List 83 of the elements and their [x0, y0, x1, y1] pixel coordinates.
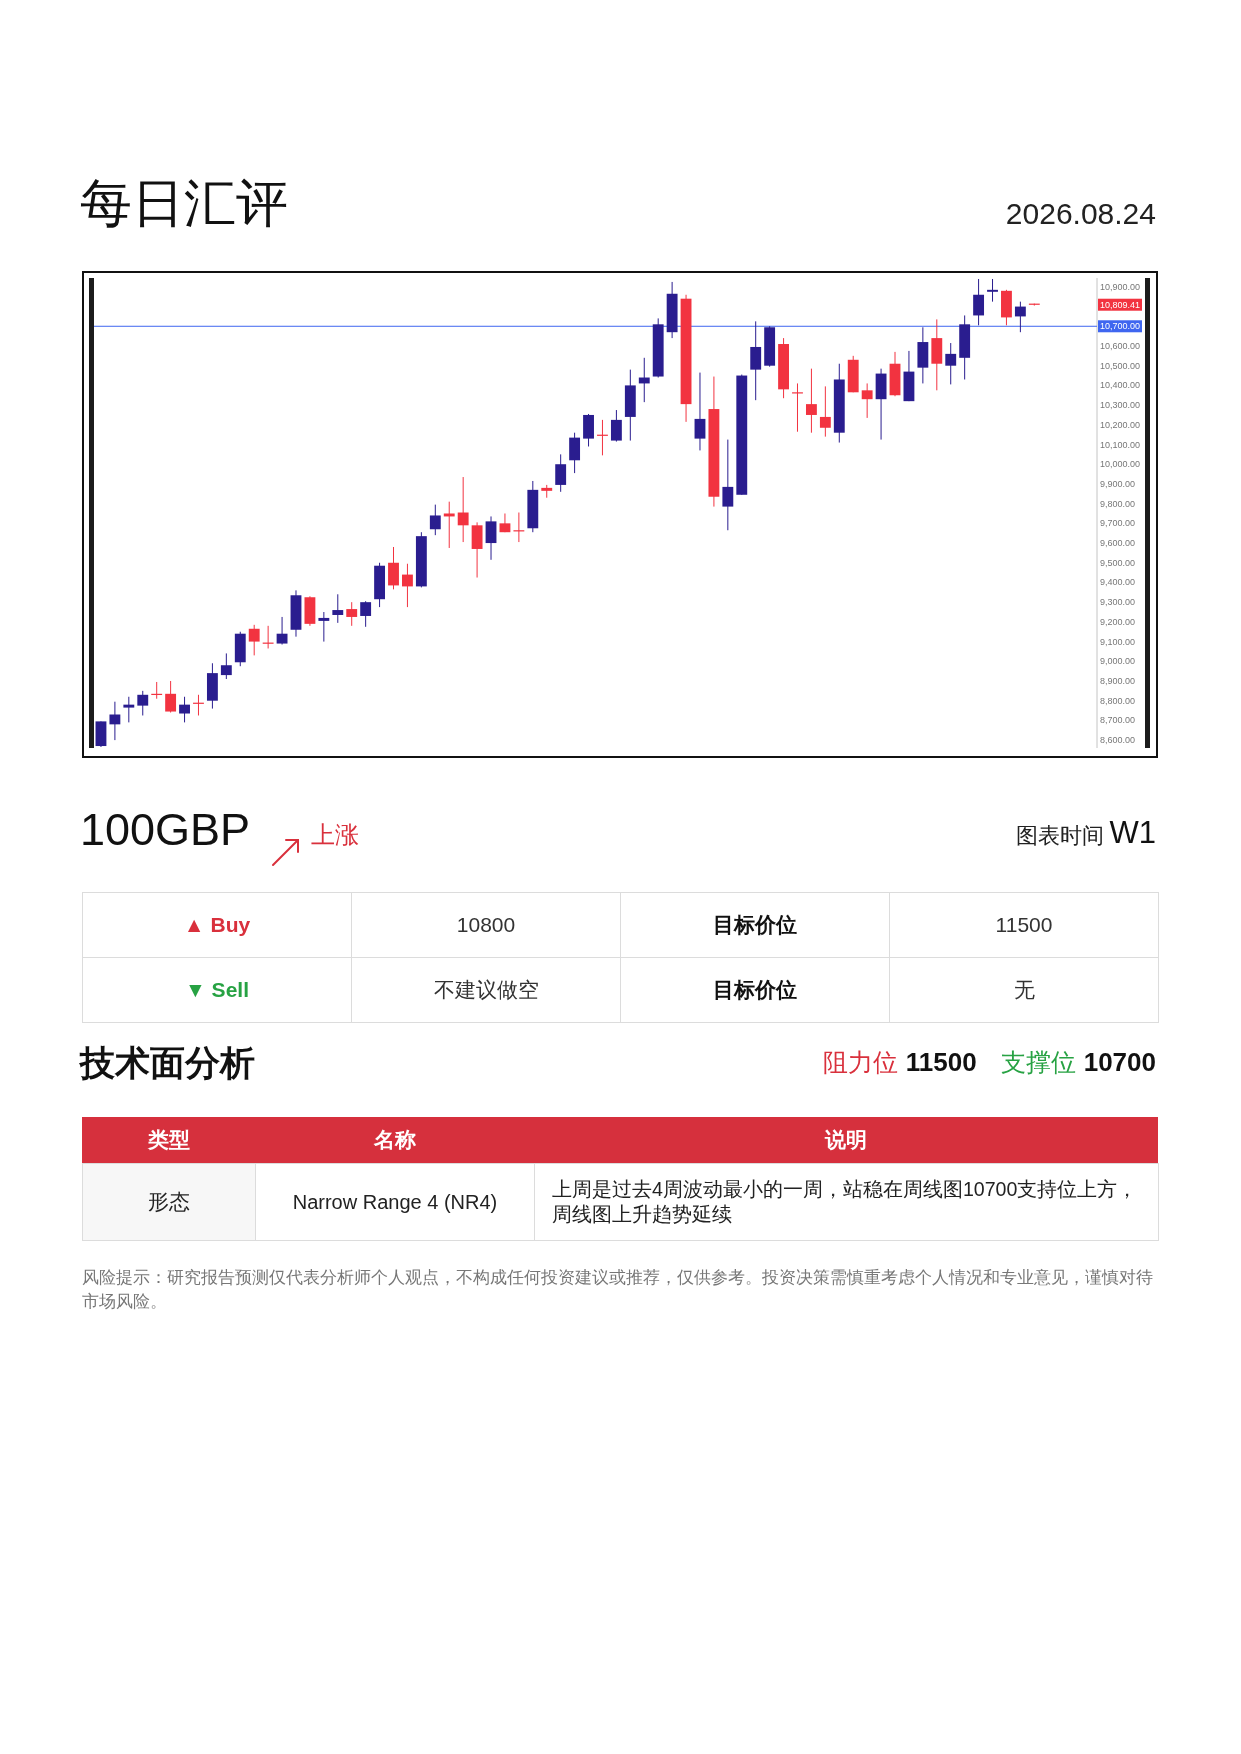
y-tick-label: 9,400.00 [1100, 577, 1136, 588]
candlestick [750, 320, 762, 401]
text: 技术面分析 [80, 1043, 255, 1082]
y-tick-label: 9,700.00 [1100, 518, 1136, 529]
y-tick-label: 9,000.00 [1100, 656, 1136, 667]
y-tick-label: 9,900.00 [1100, 478, 1136, 489]
y-tick-label: 9,100.00 [1100, 636, 1136, 647]
y-tick-label: 9,300.00 [1100, 597, 1136, 608]
candlestick [179, 696, 190, 723]
candlestick [555, 453, 567, 493]
text: 无 [1013, 977, 1035, 1003]
text: ▼ Sell [185, 977, 249, 1003]
chart-subtitle: 2026.08.24 [1005, 197, 1156, 230]
candlestick [1014, 301, 1026, 333]
candlestick [318, 611, 330, 643]
text: 风险提示：研究报告预测仅代表分析师个人观点，不构成任何投资建议或推荐，仅供参考。投资决策需慎重考虑个人情况和专业意见，谨慎对待市场风险。 [82, 1268, 1153, 1312]
text: 支撑位 [1000, 1048, 1076, 1077]
candlestick [137, 690, 149, 716]
chart-title: 每日汇评 [80, 174, 288, 232]
candlestick [276, 616, 288, 646]
text: 阻力位 [822, 1048, 898, 1077]
text: Narrow Range 4 (NR4) [292, 1190, 498, 1214]
y-tick-label: 9,600.00 [1100, 538, 1136, 549]
y-tick-label: 9,800.00 [1100, 498, 1136, 509]
candlestick [485, 515, 497, 561]
candlestick [610, 409, 622, 443]
candlestick [722, 439, 734, 531]
candlestick [973, 278, 985, 326]
candlestick [429, 504, 441, 536]
candlestick [165, 680, 177, 714]
text: 10800 [456, 912, 516, 938]
text: 11500 [905, 1047, 977, 1078]
candlestick [346, 601, 358, 627]
y-tick-label: 10,100.00 [1100, 439, 1141, 450]
y-tick-label: 10,900.00 [1100, 281, 1141, 292]
text: W1 [1109, 815, 1156, 851]
candlestick [569, 432, 581, 474]
candlestick [332, 593, 344, 624]
text: 上周是过去4周波动最小的一周，站稳在周线图10700支持位上方，周线图上升趋势延续 [552, 1177, 1138, 1225]
y-tick-label: 8,900.00 [1100, 676, 1136, 686]
candlestick [694, 372, 706, 451]
text: 说明 [825, 1128, 867, 1153]
y-tick-label: 10,200.00 [1100, 419, 1141, 430]
candlestick [443, 501, 455, 549]
ref-line-label: 10,700.00 [1100, 321, 1141, 332]
text: 上涨 [311, 821, 359, 848]
text: 10,809.41 [1100, 299, 1141, 310]
text: 名称 [373, 1128, 416, 1153]
y-tick-label: 10,400.00 [1100, 380, 1141, 391]
text: 形态 [148, 1189, 190, 1215]
y-tick-label: 10,000.00 [1100, 459, 1141, 470]
text: 类型 [147, 1128, 190, 1153]
candlestick [402, 563, 413, 608]
y-tick-label: 10,600.00 [1100, 340, 1141, 351]
candlestick [583, 413, 594, 447]
y-tick-label: 10,500.00 [1100, 360, 1141, 371]
candlestick [805, 368, 817, 434]
text: 10700 [1083, 1047, 1156, 1078]
text: 11500 [995, 912, 1053, 938]
candlestick [987, 278, 998, 303]
text: 目标价位 [713, 912, 797, 938]
text: 目标价位 [713, 977, 797, 1003]
y-tick-label: 10,300.00 [1100, 400, 1141, 411]
candlestick [248, 624, 260, 656]
y-tick-label: 8,600.00 [1100, 735, 1136, 746]
candlestick [945, 342, 957, 385]
y-tick-label: 9,500.00 [1100, 557, 1136, 568]
candlestick [123, 696, 135, 723]
candlestick [220, 652, 232, 680]
candlestick [457, 476, 469, 543]
candlestick [109, 701, 121, 741]
candlestick [360, 600, 372, 628]
text: ▲ Buy [183, 912, 251, 938]
y-tick-label: 9,200.00 [1100, 616, 1136, 627]
y-tick-label: 8,700.00 [1100, 715, 1136, 726]
candlestick [471, 521, 483, 579]
candlestick [861, 382, 873, 419]
text: 100GBP [80, 804, 251, 855]
y-tick-label: 8,800.00 [1100, 695, 1136, 706]
candlestick [388, 546, 399, 590]
text: 不建议做空 [433, 977, 539, 1003]
text: 图表时间 [1015, 823, 1104, 849]
candlestick [819, 385, 831, 438]
